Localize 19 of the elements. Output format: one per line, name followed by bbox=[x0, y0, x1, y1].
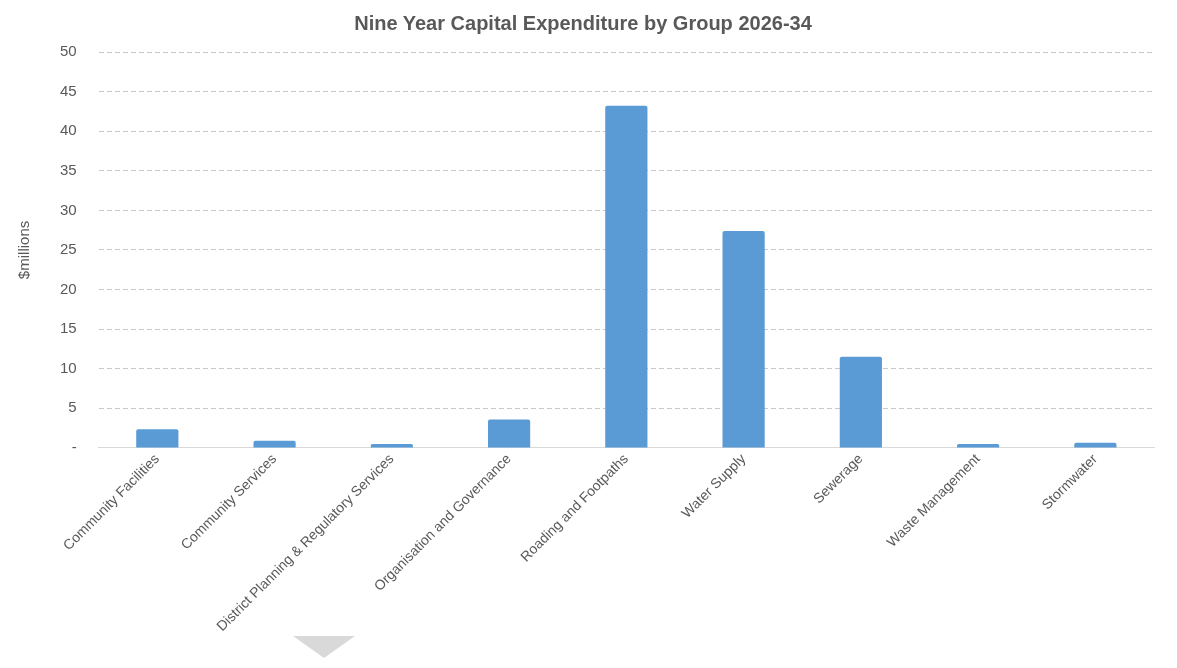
y-tick-label: 50 bbox=[60, 42, 77, 60]
y-tick-label: 25 bbox=[60, 240, 77, 258]
bar bbox=[839, 356, 882, 448]
y-axis-title: $millions bbox=[15, 220, 33, 280]
y-tick-label: 35 bbox=[60, 160, 77, 178]
y-tick-label: 40 bbox=[60, 121, 77, 139]
bar bbox=[253, 440, 296, 448]
y-tick-label: 30 bbox=[60, 200, 77, 218]
chart-title: Nine Year Capital Expenditure by Group 2026-34 bbox=[354, 11, 813, 34]
y-tick-label: 5 bbox=[68, 398, 77, 416]
bar bbox=[722, 230, 765, 448]
y-tick-label: - bbox=[71, 438, 77, 456]
y-tick-label: 10 bbox=[60, 358, 77, 376]
y-tick-label: 45 bbox=[60, 81, 77, 99]
bar bbox=[136, 429, 179, 448]
y-tick-label: 15 bbox=[60, 319, 77, 337]
bar bbox=[605, 105, 648, 448]
y-tick-label: 20 bbox=[60, 279, 77, 297]
bar bbox=[487, 419, 531, 448]
